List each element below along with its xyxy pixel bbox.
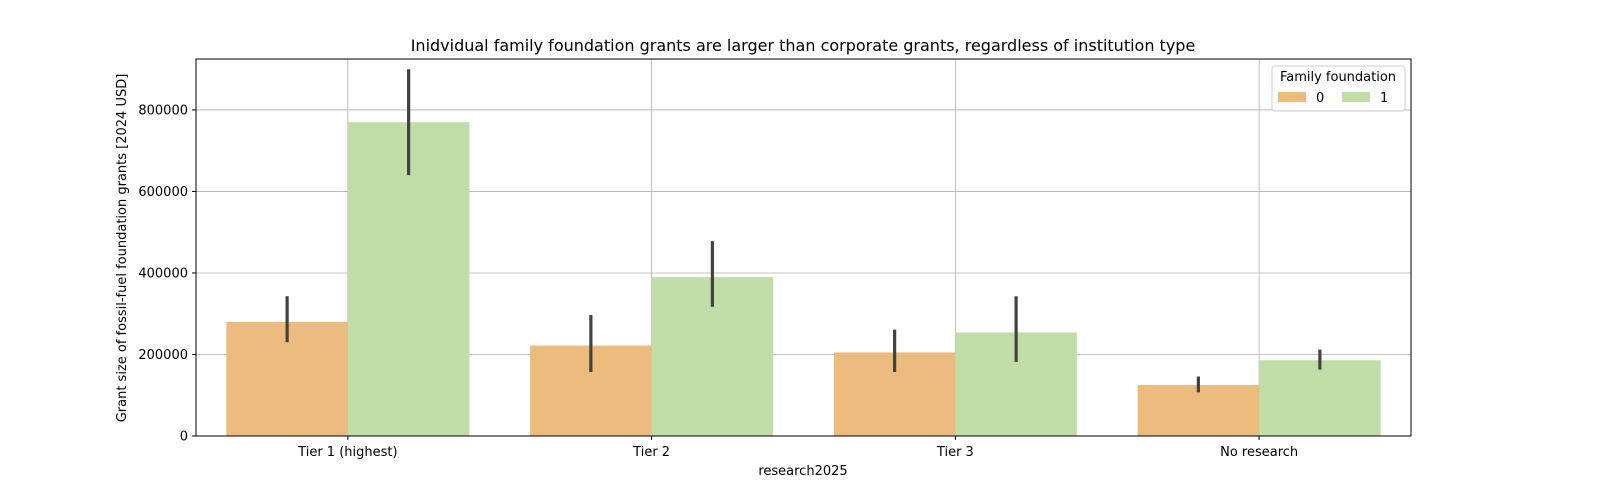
x-axis: Tier 1 (highest) Tier 2 Tier 3 No research [297,436,1298,460]
legend-label-0: 0 [1316,91,1324,106]
y-tick-label: 800000 [138,103,188,118]
y-axis-label: Grant size of fossil-fuel foundation gra… [115,74,130,423]
x-tick-label: Tier 1 (highest) [297,445,397,460]
y-axis: 0 200000 400000 600000 800000 [138,103,196,445]
y-tick-label: 400000 [138,266,188,281]
legend-swatch-0 [1278,92,1306,102]
bar-series-1-3 [1259,360,1381,436]
y-tick-label: 0 [180,430,188,445]
legend-swatch-1 [1342,92,1370,102]
x-tick-label: No research [1220,445,1298,460]
bar-series-0-3 [1137,385,1260,436]
bars [226,122,1381,436]
x-axis-label: research2025 [758,464,847,479]
plot-frame [195,58,1412,437]
y-tick-label: 600000 [138,185,188,200]
error-bars [285,69,1322,393]
legend-title: Family foundation [1280,70,1396,85]
x-tick-label: Tier 2 [632,445,670,460]
x-tick-label: Tier 3 [936,445,974,460]
y-tick-label: 200000 [138,348,188,363]
chart-title: Inidvidual family foundation grants are … [411,36,1196,55]
legend-label-1: 1 [1380,91,1388,106]
legend: Family foundation 0 1 [1271,65,1406,112]
